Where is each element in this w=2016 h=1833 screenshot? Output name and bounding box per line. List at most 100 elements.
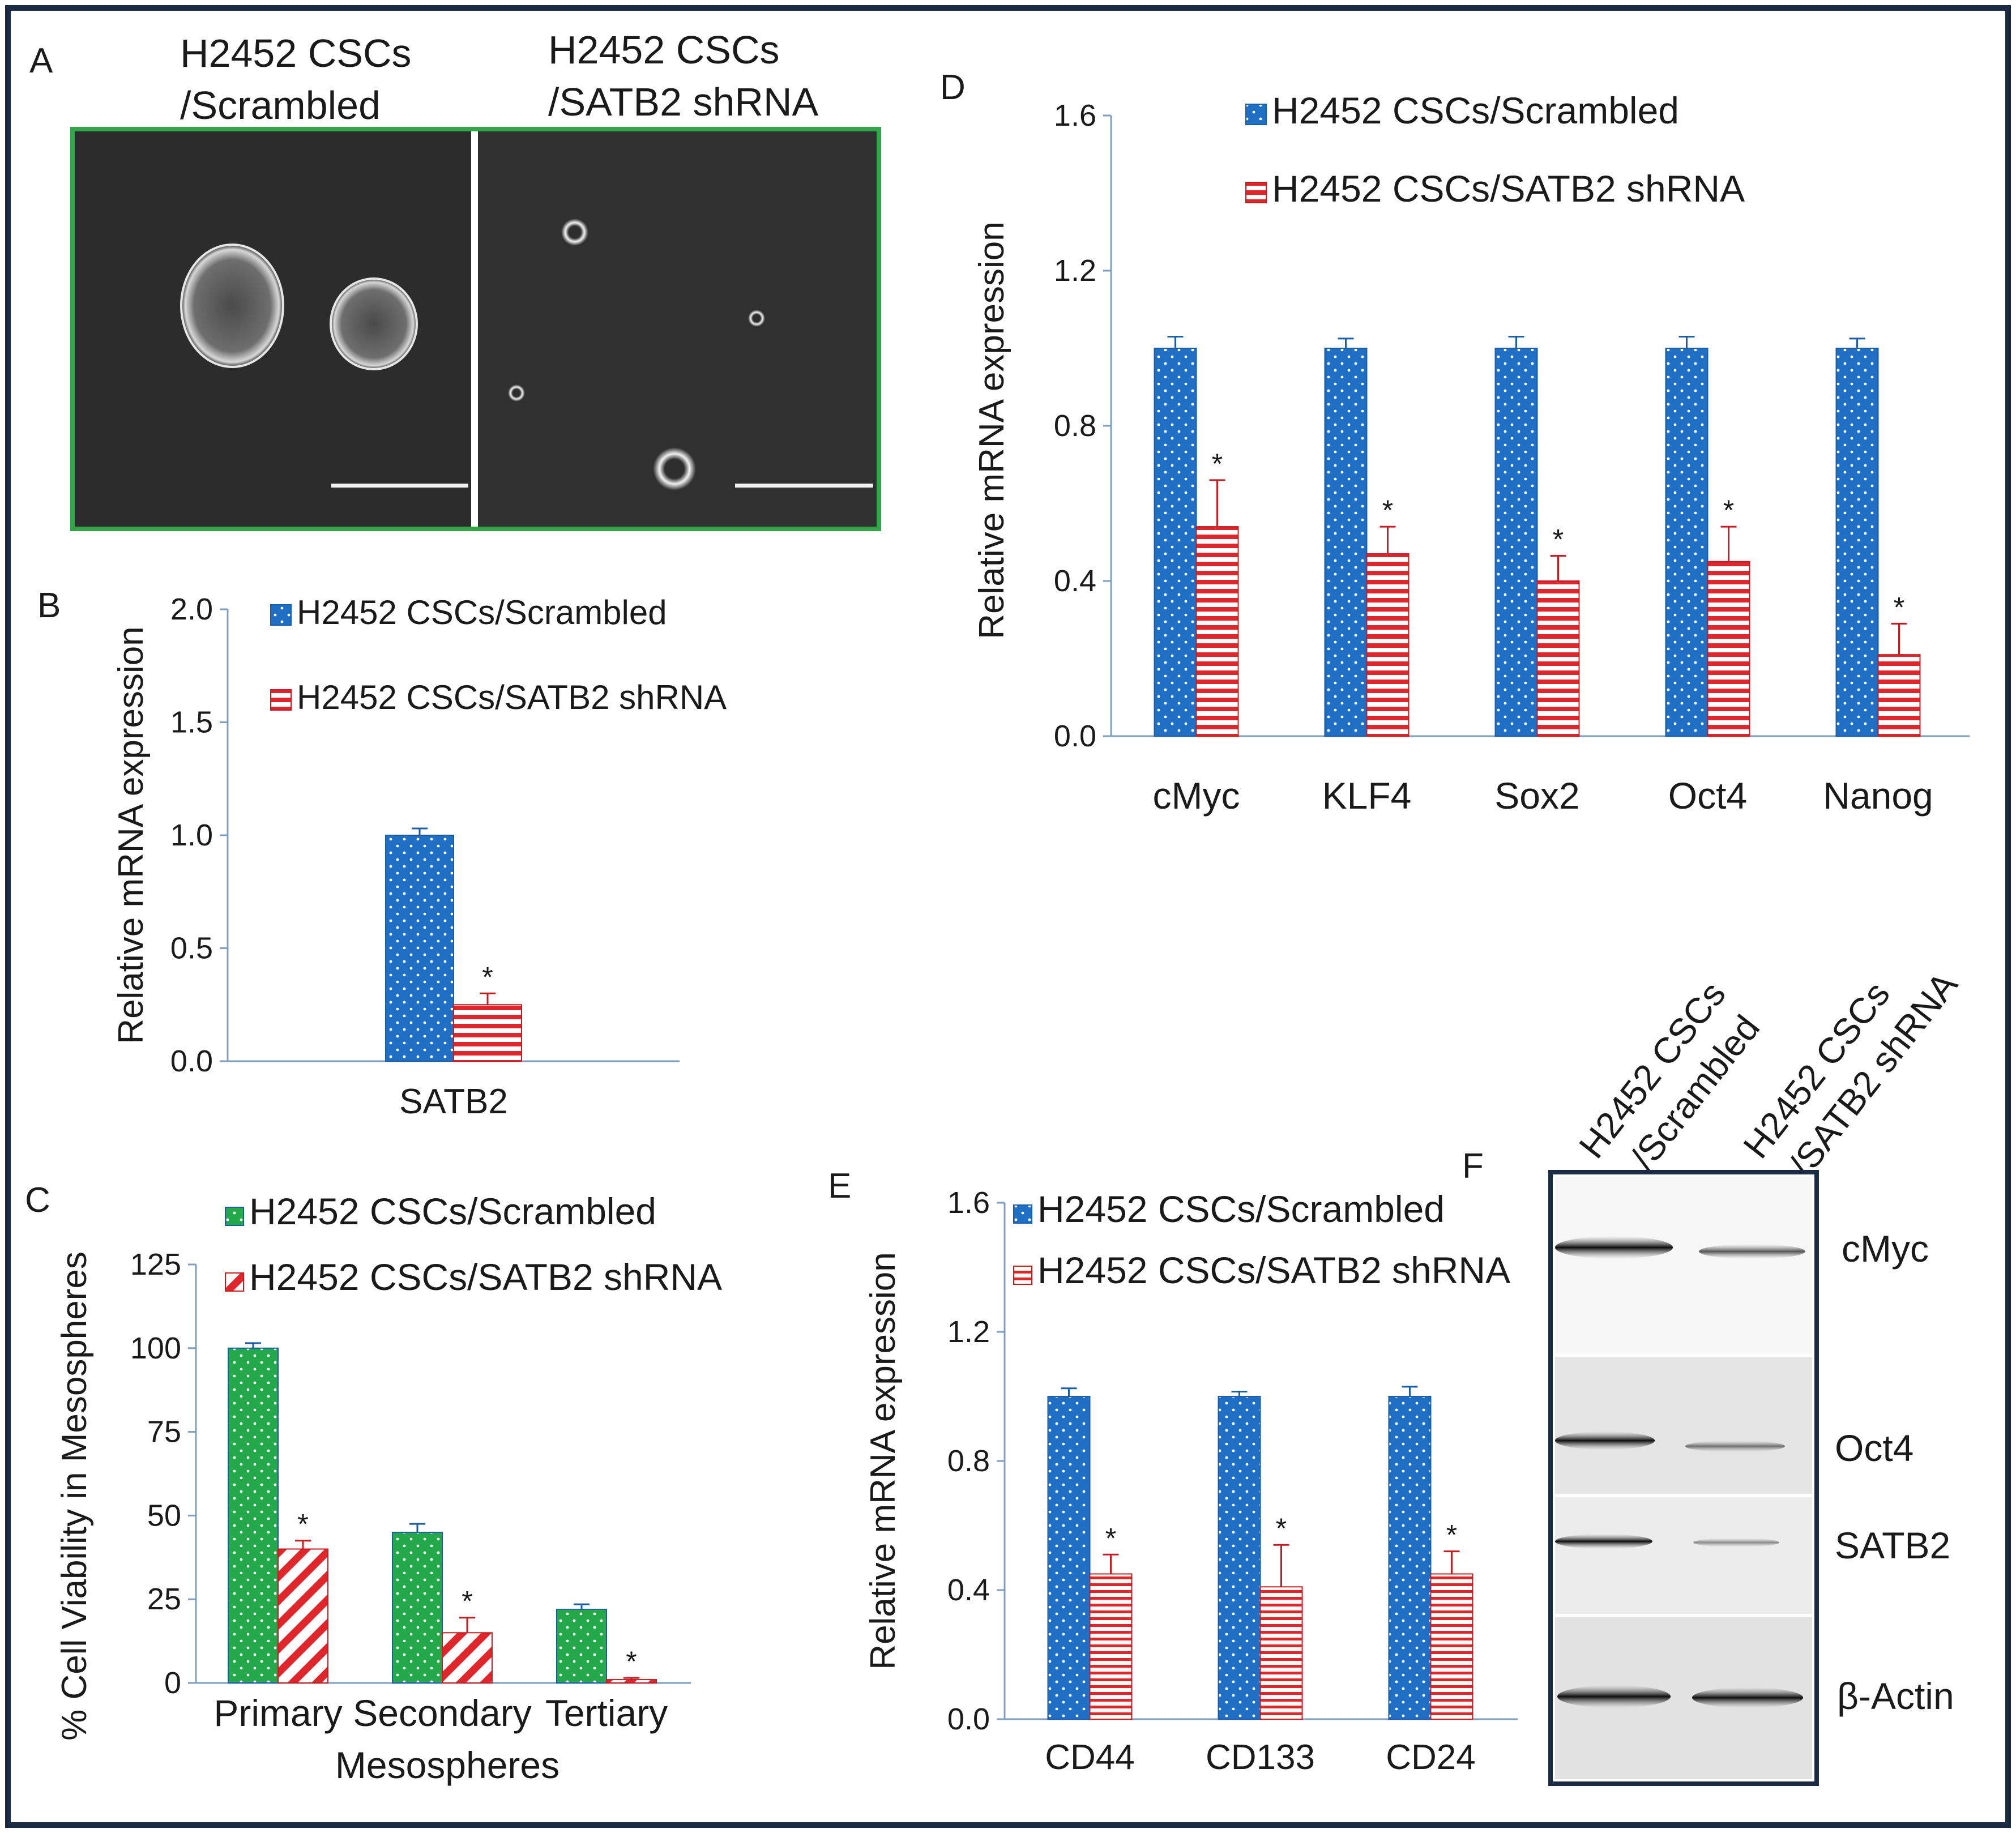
legend-label: H2452 CSCs/SATB2 shRNA <box>249 1256 722 1298</box>
band-satb2-shrna <box>1693 1538 1779 1547</box>
y-tick-label: 1.2 <box>947 1315 990 1349</box>
y-tick-label: 0.5 <box>170 932 213 965</box>
panel-a: A H2452 CSCs /Scrambled H2452 CSCs /SATB… <box>29 28 881 531</box>
small-sphere <box>508 384 525 401</box>
band-satb2-scrambled <box>1555 1534 1652 1549</box>
y-tick-label: 125 <box>130 1247 181 1281</box>
significance-marker: * <box>1723 494 1734 526</box>
blot-label-cmyc: cMyc <box>1842 1228 1929 1270</box>
y-tick-label: 0.0 <box>170 1044 213 1078</box>
category-label: Sox2 <box>1494 775 1579 817</box>
y-tick-label: 0 <box>164 1666 181 1700</box>
bar <box>453 1004 522 1062</box>
bar <box>1195 526 1239 737</box>
significance-marker: * <box>1276 1512 1287 1544</box>
legend-label: H2452 CSCs/SATB2 shRNA <box>1272 168 1745 210</box>
legend-swatch <box>225 1272 244 1292</box>
legend-label: H2452 CSCs/SATB2 shRNA <box>297 678 727 716</box>
chart-e: 0.0 0.4 0.8 1.2 1.6 Relative mRNA expression *… <box>864 1186 1518 1777</box>
legend-swatch <box>1013 1266 1032 1285</box>
bar <box>1089 1573 1133 1720</box>
y-tick-label: 100 <box>130 1331 181 1365</box>
y-tick-label: 0.8 <box>1054 409 1096 443</box>
legend-label: H2452 CSCs/Scrambled <box>249 1190 656 1232</box>
y-tick-label: 1.2 <box>1054 254 1096 288</box>
category-label: CD24 <box>1386 1738 1476 1777</box>
mesosphere-large <box>180 243 284 368</box>
y-tick-label: 1.6 <box>947 1186 990 1220</box>
y-tick-label: 1.5 <box>170 706 213 740</box>
small-sphere <box>653 447 696 490</box>
legend-label: H2452 CSCs/Scrambled <box>297 593 667 631</box>
y-tick-label: 25 <box>147 1582 181 1616</box>
bar <box>1877 654 1921 737</box>
blot-strip-satb2 <box>1555 1497 1812 1614</box>
category-label: KLF4 <box>1322 775 1412 817</box>
bar <box>277 1548 328 1684</box>
y-tick-label: 50 <box>147 1498 181 1532</box>
bar <box>1218 1396 1261 1720</box>
legend-label: H2452 CSCs/Scrambled <box>1272 89 1679 131</box>
blot-strip-oct4 <box>1555 1357 1812 1494</box>
chart-c: 0 25 50 75 100 125 % Cell Viability in Mesosph… <box>55 1190 722 1786</box>
y-axis-label: Relative mRNA expression <box>112 626 151 1044</box>
band-oct4-shrna <box>1685 1441 1785 1452</box>
y-axis-label: Relative mRNA expression <box>864 1252 903 1669</box>
bar <box>1835 348 1879 737</box>
significance-marker: * <box>1212 448 1223 480</box>
band-actin-shrna <box>1692 1687 1803 1708</box>
legend-swatch <box>1013 1204 1032 1224</box>
bar <box>1665 348 1709 737</box>
bar <box>1154 348 1197 737</box>
micrograph-right <box>478 131 877 527</box>
y-tick-label: 2.0 <box>170 592 213 626</box>
panel-a-right-title-line-1: H2452 CSCs <box>548 28 780 72</box>
significance-marker: * <box>1105 1522 1116 1554</box>
small-sphere <box>748 310 765 327</box>
blot-strip-cmyc <box>1555 1177 1812 1353</box>
bar <box>1366 553 1410 737</box>
significance-marker: * <box>626 1646 637 1677</box>
y-axis-label: % Cell Viability in Mesospheres <box>55 1251 94 1741</box>
significance-marker: * <box>1446 1519 1457 1551</box>
scale-bar-left <box>331 484 468 488</box>
blot-label-beta-actin: β-Actin <box>1837 1675 1954 1717</box>
bar <box>1047 1396 1091 1720</box>
bar <box>1259 1586 1303 1720</box>
micrograph-divider <box>471 131 478 527</box>
y-axis-label: Relative mRNA expression <box>972 221 1011 639</box>
y-tick-label: 1.0 <box>170 818 213 852</box>
legend-label: H2452 CSCs/SATB2 shRNA <box>1037 1249 1510 1291</box>
chart-d: 0.0 0.4 0.8 1.2 1.6 Relative mRNA expression *… <box>972 89 1970 817</box>
bar <box>1494 348 1538 737</box>
category-label: Primary <box>213 1692 342 1734</box>
category-label: CD133 <box>1206 1738 1315 1777</box>
category-label: SATB2 <box>399 1082 508 1121</box>
y-tick-label: 1.6 <box>1054 99 1096 133</box>
category-label: Nanog <box>1823 775 1933 817</box>
significance-marker: * <box>1382 494 1393 526</box>
panel-label-b: B <box>37 586 61 625</box>
panel-a-left-title-line-2: /Scrambled <box>180 83 381 127</box>
panel-label-d: D <box>940 68 966 107</box>
legend-swatch <box>270 689 292 711</box>
category-label: cMyc <box>1153 775 1240 817</box>
y-tick-label: 0.8 <box>947 1444 990 1478</box>
panel-a-left-title-line-1: H2452 CSCs <box>180 31 412 75</box>
bar <box>228 1347 279 1684</box>
significance-marker: * <box>462 1586 472 1617</box>
legend-swatch <box>225 1207 244 1226</box>
bar <box>1707 561 1750 737</box>
bar <box>385 835 454 1062</box>
band-cmyc-shrna <box>1699 1244 1805 1259</box>
panel-a-right-title-line-2: /SATB2 shRNA <box>548 80 818 124</box>
bar <box>1536 580 1580 737</box>
y-tick-label: 0.4 <box>1054 564 1096 598</box>
panel-label-e: E <box>828 1167 851 1206</box>
bar <box>1430 1573 1473 1720</box>
chart-b: 0.0 0.5 1.0 1.5 2.0 Relative mRNA expression *… <box>112 592 727 1121</box>
category-label: Tertiary <box>545 1692 668 1734</box>
scale-bar-right <box>735 484 873 488</box>
legend-swatch <box>1245 182 1267 203</box>
